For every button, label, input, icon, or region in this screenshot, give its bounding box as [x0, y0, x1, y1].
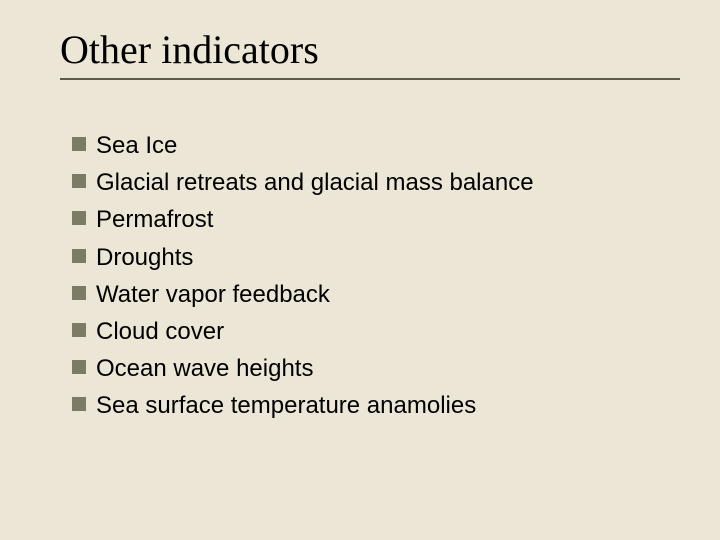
square-bullet-icon: [72, 249, 86, 263]
bullet-text: Cloud cover: [96, 316, 224, 347]
title-underline: [60, 78, 680, 80]
list-item: Permafrost: [72, 204, 680, 235]
slide-title: Other indicators: [60, 28, 680, 72]
bullet-text: Sea Ice: [96, 130, 177, 161]
slide: Other indicators Sea Ice Glacial retreat…: [0, 0, 720, 540]
bullet-text: Glacial retreats and glacial mass balanc…: [96, 167, 534, 198]
square-bullet-icon: [72, 286, 86, 300]
square-bullet-icon: [72, 397, 86, 411]
list-item: Sea surface temperature anamolies: [72, 390, 680, 421]
square-bullet-icon: [72, 360, 86, 374]
bullet-text: Droughts: [96, 242, 193, 273]
list-item: Droughts: [72, 242, 680, 273]
bullet-text: Permafrost: [96, 204, 213, 235]
square-bullet-icon: [72, 211, 86, 225]
bullet-text: Sea surface temperature anamolies: [96, 390, 476, 421]
list-item: Sea Ice: [72, 130, 680, 161]
list-item: Glacial retreats and glacial mass balanc…: [72, 167, 680, 198]
bullet-text: Ocean wave heights: [96, 353, 313, 384]
list-item: Cloud cover: [72, 316, 680, 347]
list-item: Water vapor feedback: [72, 279, 680, 310]
square-bullet-icon: [72, 137, 86, 151]
square-bullet-icon: [72, 174, 86, 188]
list-item: Ocean wave heights: [72, 353, 680, 384]
bullet-text: Water vapor feedback: [96, 279, 330, 310]
square-bullet-icon: [72, 323, 86, 337]
bullet-list: Sea Ice Glacial retreats and glacial mas…: [60, 130, 680, 422]
